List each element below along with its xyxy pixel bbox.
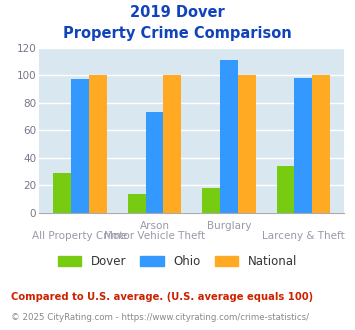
Text: 2019 Dover: 2019 Dover <box>130 5 225 20</box>
Text: Larceny & Theft: Larceny & Theft <box>262 231 345 241</box>
Bar <box>128 194 146 213</box>
Text: Burglary: Burglary <box>207 221 251 231</box>
Text: All Property Crime: All Property Crime <box>32 231 127 241</box>
Bar <box>146 113 163 213</box>
Text: Motor Vehicle Theft: Motor Vehicle Theft <box>104 231 205 241</box>
Bar <box>294 78 312 213</box>
Bar <box>277 166 294 213</box>
Bar <box>89 75 107 213</box>
Bar <box>202 188 220 213</box>
Bar <box>238 75 256 213</box>
Bar <box>71 80 89 213</box>
Bar <box>53 173 71 213</box>
Text: Property Crime Comparison: Property Crime Comparison <box>63 26 292 41</box>
Bar <box>312 75 330 213</box>
Text: Arson: Arson <box>140 221 169 231</box>
Text: Compared to U.S. average. (U.S. average equals 100): Compared to U.S. average. (U.S. average … <box>11 292 313 302</box>
Bar <box>163 75 181 213</box>
Legend: Dover, Ohio, National: Dover, Ohio, National <box>53 250 302 273</box>
Bar <box>220 60 238 213</box>
Text: © 2025 CityRating.com - https://www.cityrating.com/crime-statistics/: © 2025 CityRating.com - https://www.city… <box>11 314 308 322</box>
